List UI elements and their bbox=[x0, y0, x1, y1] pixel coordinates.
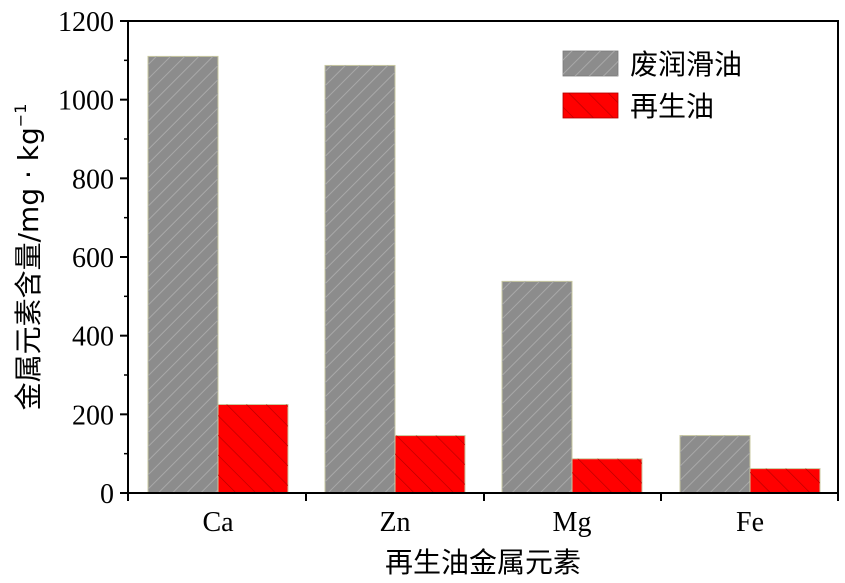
y-tick-label-600: 600 bbox=[72, 243, 114, 274]
x-axis-title: 再生油金属元素 bbox=[385, 546, 581, 579]
x-tick-label-ca: Ca bbox=[202, 507, 234, 538]
bar-hatch-waste-oil-mg bbox=[502, 281, 572, 493]
bar-hatch-regenerated-oil-ca bbox=[218, 404, 288, 493]
y-tick-label-800: 800 bbox=[72, 164, 114, 195]
y-axis: 0 200 400 600 800 1000 1200 bbox=[58, 7, 128, 510]
bar-hatch-regenerated-oil-fe bbox=[750, 468, 820, 493]
y-tick-label-1200: 1200 bbox=[58, 7, 114, 38]
bar-hatch-waste-oil-zn bbox=[325, 65, 395, 494]
legend: 废润滑油 再生油 bbox=[562, 48, 742, 123]
bar-hatch-regenerated-oil-zn bbox=[395, 435, 465, 493]
legend-label-regenerated-oil: 再生油 bbox=[630, 90, 714, 123]
bar-hatch-waste-oil-fe bbox=[680, 435, 750, 493]
y-axis-title-main: 金属元素含量/mg · kg bbox=[12, 127, 45, 410]
y-axis-title-superscript: −1 bbox=[11, 104, 30, 128]
x-tick-label-fe: Fe bbox=[736, 507, 764, 538]
legend-swatch-hatch-0 bbox=[563, 51, 618, 76]
x-tick-label-zn: Zn bbox=[379, 507, 410, 538]
y-tick-label-0: 0 bbox=[100, 479, 114, 510]
y-tick-label-400: 400 bbox=[72, 322, 114, 353]
y-axis-title: 金属元素含量/mg · kg−1 bbox=[11, 104, 45, 411]
x-axis: Ca Zn Mg Fe bbox=[127, 493, 839, 538]
bar-hatch-regenerated-oil-mg bbox=[572, 458, 642, 493]
legend-label-waste-oil: 废润滑油 bbox=[630, 48, 742, 81]
legend-swatch-hatch-1 bbox=[563, 93, 618, 118]
x-tick-label-mg: Mg bbox=[553, 507, 592, 538]
bars-layer bbox=[147, 55, 821, 494]
y-tick-label-1000: 1000 bbox=[58, 86, 114, 117]
y-tick-label-200: 200 bbox=[72, 400, 114, 431]
bar-hatch-waste-oil-ca bbox=[148, 56, 218, 494]
